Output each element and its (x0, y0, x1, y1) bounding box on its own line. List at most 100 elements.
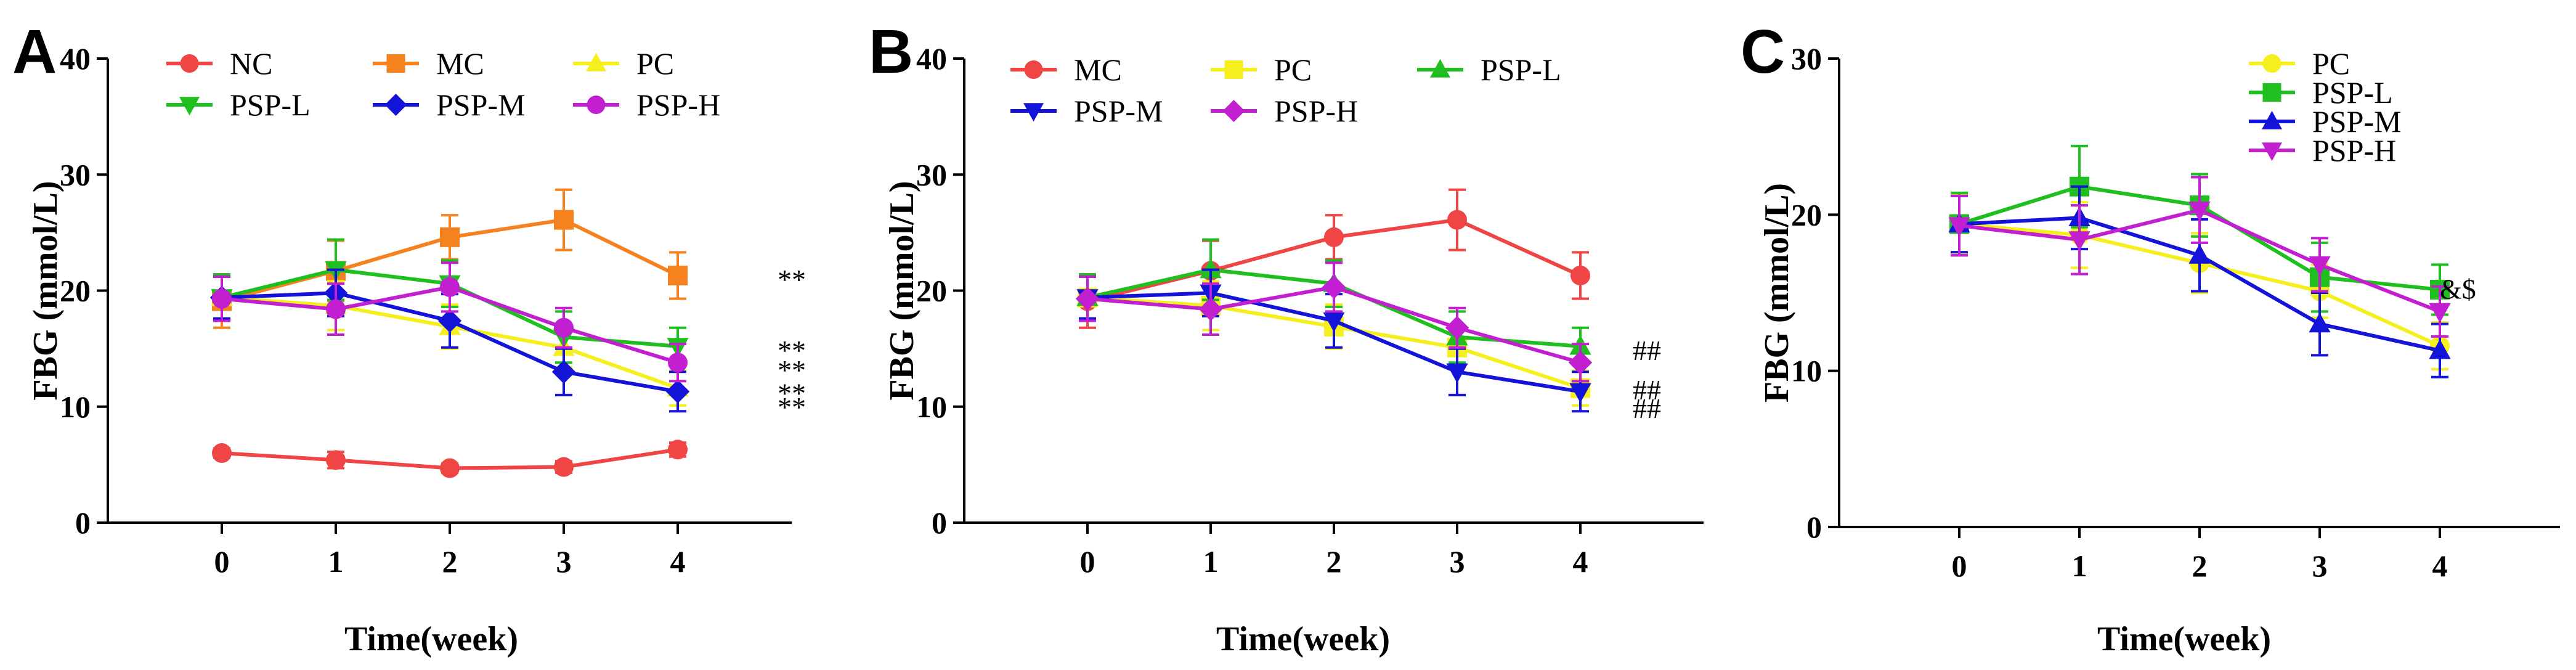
y-tick-label: 40 (916, 41, 947, 76)
y-axis-label: FBG (mmol/L) (883, 181, 921, 400)
legend-label: MC (1074, 52, 1122, 87)
legend-label: PC (2312, 46, 2350, 81)
legend-item-mc: MC (1010, 52, 1122, 87)
data-point (2068, 231, 2090, 251)
legend-marker (587, 96, 606, 114)
series-nc (212, 439, 688, 478)
data-point (2188, 202, 2211, 222)
x-tick-label: 2 (2192, 549, 2208, 583)
legend-item-psp-h: PSP-H (1211, 94, 1358, 128)
x-tick-label: 1 (2072, 549, 2087, 583)
y-axis-label: FBG (mmol/L) (26, 181, 65, 400)
data-point (2188, 243, 2211, 264)
x-tick-label: 4 (1573, 544, 1588, 579)
panel-letter: C (1741, 17, 1785, 86)
x-tick-label: 0 (1952, 549, 1967, 583)
data-point (1948, 217, 1970, 237)
legend-label: PC (1274, 52, 1312, 87)
data-point (668, 439, 688, 460)
legend-item-psp-l: PSP-L (2249, 75, 2393, 110)
panel-letter: A (12, 17, 57, 86)
legend-item-pc: PC (573, 46, 674, 81)
legend-label: NC (230, 46, 272, 81)
x-axis-label: Time(week) (1216, 620, 1390, 658)
significance-annotation: ## (1633, 393, 1661, 424)
legend-item-psp-m: PSP-M (1010, 94, 1163, 128)
legend-label: PC (636, 46, 674, 81)
panel-a: A 0 10 20 30 40 0 1 2 3 4 Time(week) FBG (mmol/L) NC M… (12, 17, 806, 658)
significance-annotation: ## (1633, 335, 1661, 366)
y-tick-label: 10 (60, 390, 91, 424)
legend-label: PSP-L (1481, 52, 1561, 87)
data-point (1445, 316, 1469, 340)
data-point (1322, 275, 1346, 300)
y-tick-label: 30 (60, 157, 91, 192)
data-point (2429, 303, 2451, 323)
data-point (551, 360, 576, 384)
x-tick-label: 2 (1327, 544, 1342, 579)
x-tick-label: 1 (328, 544, 344, 579)
legend-marker (179, 97, 200, 116)
data-point (1446, 363, 1468, 383)
x-axis-label: Time(week) (2097, 620, 2271, 658)
data-point (2429, 339, 2451, 359)
data-point (2309, 256, 2331, 276)
x-tick-label: 3 (2312, 549, 2328, 583)
legend-label: PSP-M (436, 88, 526, 122)
significance-annotation: ** (778, 264, 806, 295)
legend-item-psp-l: PSP-L (166, 88, 311, 122)
data-point (554, 317, 574, 338)
x-tick-label: 2 (442, 544, 458, 579)
legend-marker (2262, 142, 2282, 161)
y-tick-label: 0 (932, 505, 947, 540)
data-point (665, 380, 690, 404)
y-tick-label: 30 (1791, 41, 1822, 76)
panel-b: B 0 10 20 30 40 0 1 2 3 4 Time(week) FBG (mmol/L) MC P… (869, 17, 1704, 658)
legend-item-psp-m: PSP-M (2249, 104, 2402, 139)
significance-annotation: ** (778, 354, 806, 386)
legend: MC PC PSP-L PSP-M PSP-H (1010, 52, 1561, 128)
y-tick-label: 0 (75, 505, 91, 540)
series-psp-h (1948, 176, 2451, 338)
data-point (440, 458, 460, 478)
data-point (1075, 287, 1100, 311)
y-tick-label: 0 (1806, 510, 1822, 544)
data-point (668, 353, 688, 373)
y-tick-label: 10 (916, 390, 947, 424)
x-tick-label: 3 (1450, 544, 1465, 579)
legend-label: PSP-H (636, 88, 720, 122)
x-tick-label: 3 (556, 544, 572, 579)
data-point (212, 288, 232, 309)
y-tick-label: 20 (916, 274, 947, 308)
data-point (2309, 313, 2331, 333)
legend-marker (1430, 59, 1450, 78)
data-point (1200, 258, 1222, 279)
x-tick-label: 0 (214, 544, 230, 579)
y-axis-label: FBG (mmol/L) (1758, 183, 1796, 402)
data-point (212, 443, 232, 464)
legend-item-pc: PC (1211, 52, 1312, 87)
legend-label: PSP-L (230, 88, 311, 122)
data-point (554, 210, 574, 230)
data-point (326, 450, 346, 470)
data-point (440, 227, 460, 247)
data-point (668, 266, 688, 286)
y-tick-label: 40 (60, 41, 91, 76)
legend-label: PSP-M (1074, 94, 1163, 128)
y-tick-label: 10 (1791, 354, 1822, 388)
y-tick-label: 20 (1791, 197, 1822, 232)
significance-annotation: ** (778, 391, 806, 423)
legend: NC MC PC PSP-L PSP-M PSP-H (166, 46, 720, 122)
legend-item-psp-h: PSP-H (2249, 133, 2396, 168)
series-psp-h (1075, 261, 1593, 383)
significance-annotation: ## (1633, 374, 1661, 406)
significance-annotation: ** (778, 378, 806, 409)
legend-marker (2262, 54, 2281, 73)
legend-label: PSP-H (2312, 133, 2396, 168)
data-point (437, 309, 462, 333)
data-point (1570, 266, 1590, 286)
data-point (326, 299, 346, 319)
x-tick-label: 4 (670, 544, 686, 579)
